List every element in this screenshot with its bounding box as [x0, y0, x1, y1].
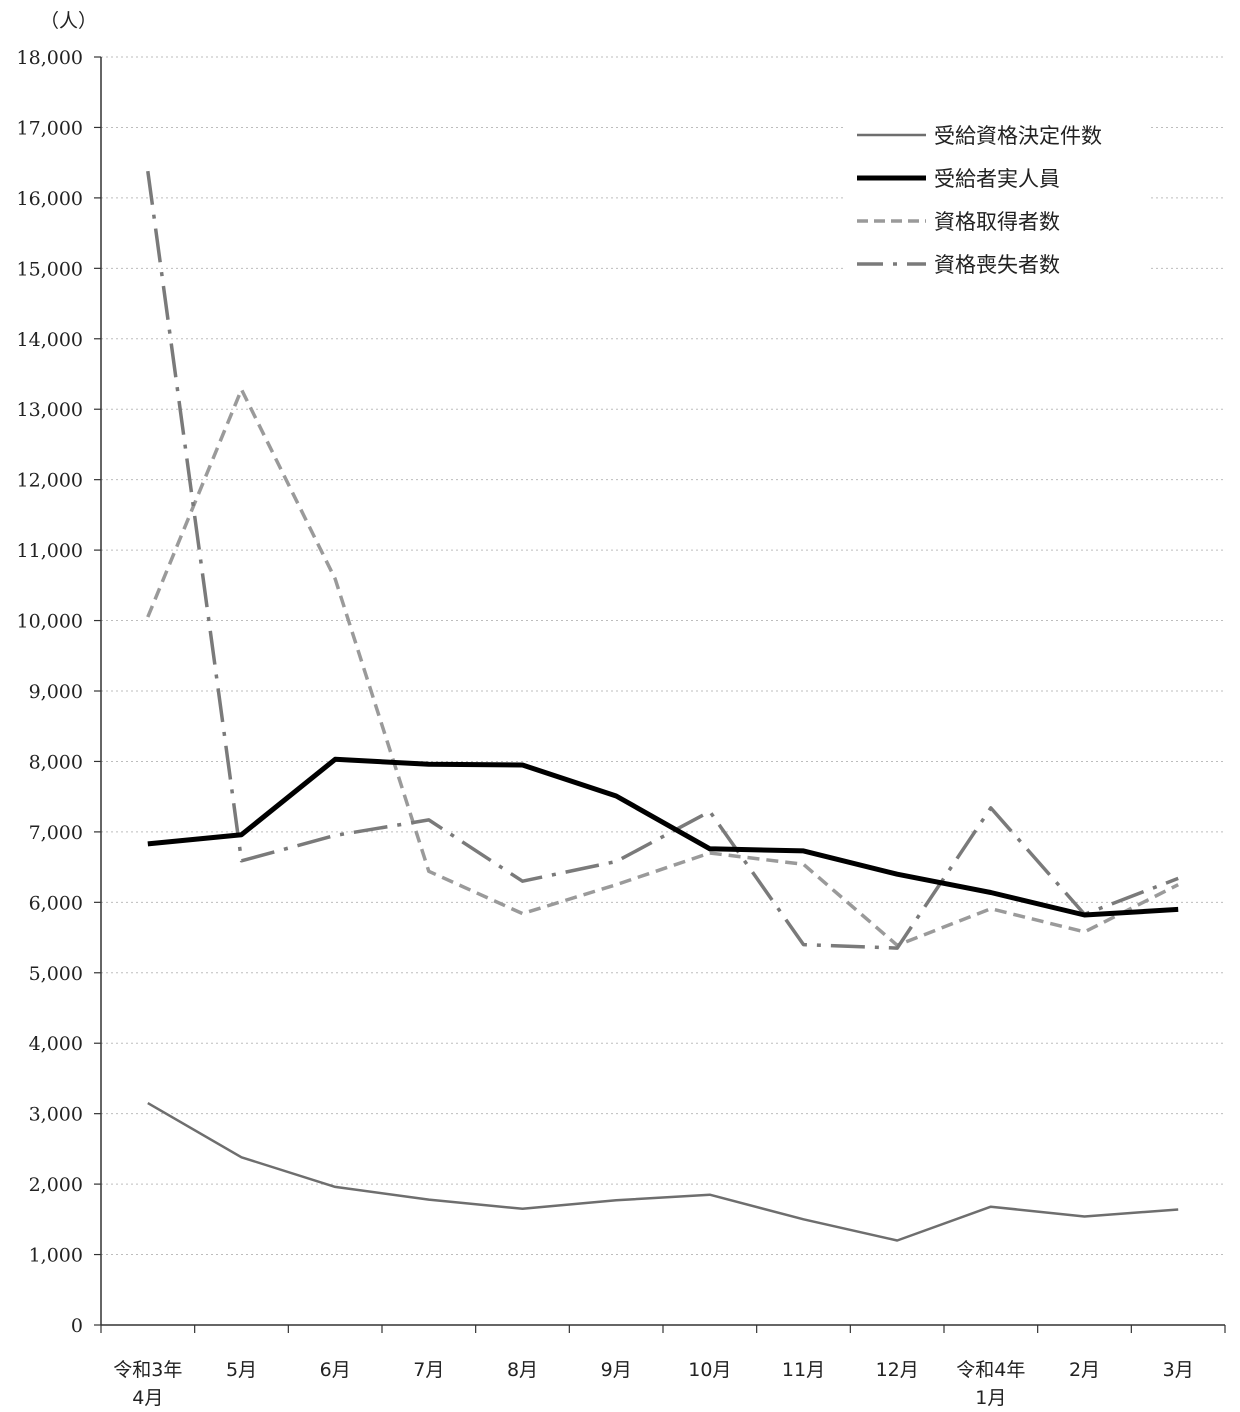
series-line — [146, 387, 1179, 948]
x-tick-label: 1月 — [975, 1387, 1006, 1409]
x-tick-label: 2月 — [1069, 1359, 1100, 1381]
y-tick-label: 11,000 — [17, 540, 83, 562]
x-tick-labels: 令和3年 4月 5月 6月 7月 8月 9月 10月 11月 12月 令和4年 1月 2月 3月 — [113, 1359, 1193, 1409]
y-tick-label: 6,000 — [29, 892, 83, 914]
series-line — [146, 170, 1179, 950]
y-tick-label: 1,000 — [29, 1245, 83, 1267]
y-tick-label: 14,000 — [17, 329, 83, 351]
series-line — [147, 1102, 1179, 1242]
y-tick-label: 8,000 — [29, 751, 83, 773]
legend-label: 受給資格決定件数 — [934, 124, 1102, 148]
x-tick-label: 令和3年 — [113, 1359, 182, 1381]
x-tick-label: 7月 — [413, 1359, 444, 1381]
y-tick-label: 17,000 — [17, 117, 83, 139]
legend-label: 資格取得者数 — [934, 210, 1060, 234]
x-tick-label: 8月 — [507, 1359, 538, 1381]
series-lines — [146, 170, 1179, 1242]
x-tick-label: 9月 — [601, 1359, 632, 1381]
x-tick-label: 令和4年 — [956, 1359, 1025, 1381]
y-tick-label: 10,000 — [17, 611, 83, 633]
x-tick-label: 5月 — [226, 1359, 257, 1381]
y-tick-label: 15,000 — [17, 258, 83, 280]
x-tick-label: 11月 — [782, 1359, 825, 1381]
legend-label: 資格喪失者数 — [934, 253, 1060, 277]
y-tick-label: 16,000 — [17, 188, 83, 210]
y-tick-label: 13,000 — [17, 399, 83, 421]
x-tick-label: 6月 — [320, 1359, 351, 1381]
x-tick-label: 10月 — [688, 1359, 731, 1381]
y-tick-label: 4,000 — [29, 1033, 83, 1055]
x-tick-label: 4月 — [132, 1387, 163, 1409]
y-tick-label: 18,000 — [17, 47, 83, 69]
y-tick-label: 9,000 — [29, 681, 83, 703]
series-line — [147, 756, 1179, 918]
y-tick-labels: 0 1,000 2,000 3,000 4,000 5,000 6,000 7,000 8,00… — [17, 47, 83, 1337]
x-tick-label: 3月 — [1163, 1359, 1194, 1381]
y-tick-label: 12,000 — [17, 470, 83, 492]
y-axis-unit-label: （人） — [40, 10, 97, 32]
legend-label: 受給者実人員 — [934, 167, 1060, 191]
y-tick-label: 2,000 — [29, 1174, 83, 1196]
y-tick-label: 0 — [71, 1315, 83, 1337]
legend-background — [845, 108, 1150, 286]
x-tick-label: 12月 — [876, 1359, 919, 1381]
y-tick-label: 5,000 — [29, 963, 83, 985]
y-tick-label: 7,000 — [29, 822, 83, 844]
y-tick-label: 3,000 — [29, 1104, 83, 1126]
axes — [94, 56, 1226, 1333]
